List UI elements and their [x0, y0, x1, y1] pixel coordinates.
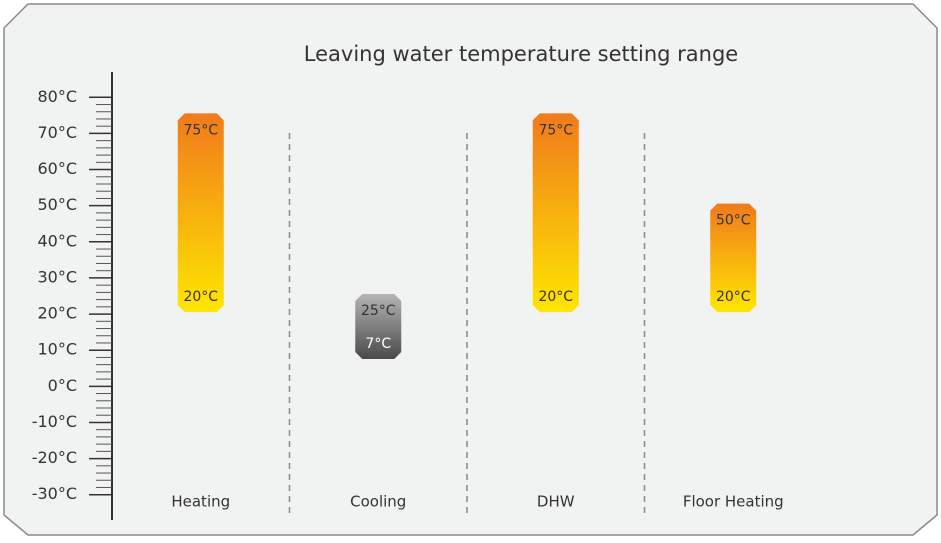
- panel: [3, 3, 938, 536]
- low-label: 7°C: [365, 336, 391, 352]
- high-label: 25°C: [361, 303, 396, 319]
- range-bar: [177, 113, 224, 313]
- range-bar: [532, 113, 579, 313]
- y-tick-label: 60°C: [37, 159, 77, 178]
- low-label: 20°C: [716, 289, 751, 305]
- y-tick-label: 0°C: [48, 376, 77, 395]
- y-tick-label: 80°C: [37, 87, 77, 106]
- high-label: 75°C: [183, 122, 218, 138]
- x-tick-label: Floor Heating: [683, 493, 784, 511]
- high-label: 75°C: [538, 122, 573, 138]
- y-tick-label: 30°C: [37, 267, 77, 286]
- low-label: 20°C: [183, 289, 218, 305]
- y-tick-label: 50°C: [37, 195, 77, 214]
- low-label: 20°C: [538, 289, 573, 305]
- y-tick-label: 10°C: [37, 340, 77, 359]
- y-tick-label: -20°C: [32, 448, 77, 467]
- x-tick-label: Heating: [171, 493, 230, 511]
- y-tick-label: -30°C: [32, 484, 77, 503]
- y-tick-label: 40°C: [37, 231, 77, 250]
- range-bar: [710, 203, 757, 313]
- y-tick-label: 70°C: [37, 123, 77, 142]
- x-tick-label: Cooling: [350, 493, 406, 511]
- x-tick-label: DHW: [537, 493, 575, 511]
- y-tick-label: 20°C: [37, 304, 77, 323]
- range-bar: [355, 294, 402, 360]
- y-tick-label: -10°C: [32, 412, 77, 431]
- chart-title: Leaving water temperature setting range: [304, 42, 738, 66]
- high-label: 50°C: [716, 213, 751, 229]
